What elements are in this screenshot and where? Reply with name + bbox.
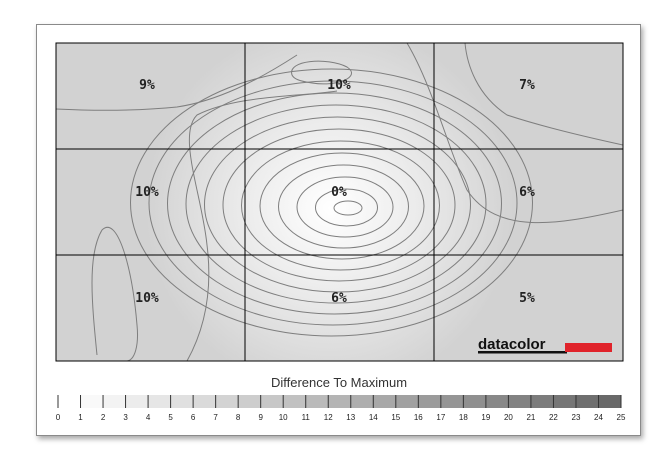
legend-tick-label: 23 — [572, 413, 581, 422]
brand-red-bar — [565, 343, 612, 352]
cell-value-label: 6% — [519, 185, 535, 200]
contour-ellipse — [130, 68, 533, 337]
contour-lines — [56, 43, 623, 361]
legend-tick-label: 20 — [504, 413, 513, 422]
contour-ellipse — [333, 200, 363, 216]
legend-swatch — [215, 395, 239, 408]
legend-swatch — [260, 395, 284, 408]
legend-tick-labels: 0 1 2 3 4 5 6 7 8 9 10 11 12 13 14 15 16 17 18 19 20 21 22 23 24… — [56, 413, 626, 422]
uniformity-chart: 9% 10% 7% 10% 0% 6% 10% 6% 5% datacolor Differen… — [55, 42, 626, 422]
contour-ellipse — [296, 176, 394, 238]
legend-tick-label: 2 — [101, 413, 106, 422]
legend-swatch — [598, 395, 621, 408]
cell-value-label: 7% — [519, 78, 535, 93]
legend-swatch — [508, 395, 531, 408]
legend-tick-label: 14 — [369, 413, 378, 422]
legend-tick-label: 17 — [436, 413, 445, 422]
legend-tick-label: 15 — [391, 413, 400, 422]
legend-swatch — [553, 395, 576, 408]
legend-tick-label: 1 — [78, 413, 83, 422]
contour-ellipse — [315, 188, 378, 227]
legend-tick-label: 24 — [594, 413, 603, 422]
contour-ellipse — [222, 128, 456, 282]
legend-swatch — [463, 395, 486, 408]
legend-tick-label: 3 — [123, 413, 128, 422]
cell-value-label: 10% — [135, 185, 159, 200]
legend-swatch — [125, 395, 149, 408]
legend-swatch — [283, 395, 306, 408]
contour-path — [464, 43, 623, 146]
legend-swatch — [305, 395, 329, 408]
legend-tick-label: 7 — [213, 413, 218, 422]
contour-path — [56, 54, 298, 111]
legend-swatch — [395, 395, 419, 408]
legend-tick-label: 6 — [191, 413, 196, 422]
cell-value-label: 0% — [331, 185, 347, 200]
contour-ellipse — [204, 116, 471, 293]
contour-path — [91, 227, 138, 361]
cell-value-label: 6% — [331, 291, 347, 306]
legend-swatch — [193, 395, 216, 408]
brand-bar — [478, 351, 567, 354]
legend-scale — [57, 395, 622, 408]
contour-ellipse — [259, 152, 425, 260]
chart-frame: 9% 10% 7% 10% 0% 6% 10% 6% 5% datacolor Differen… — [36, 24, 641, 436]
legend-tick-label: 21 — [526, 413, 535, 422]
cell-value-label: 5% — [519, 291, 535, 306]
zone-grid — [55, 42, 624, 362]
legend-tick-label: 19 — [481, 413, 490, 422]
contour-path — [186, 90, 338, 361]
contour-path — [406, 43, 623, 224]
contour-ellipse — [185, 104, 487, 304]
legend-title: Difference To Maximum — [271, 375, 407, 390]
contour-ellipse — [278, 164, 409, 249]
legend-tick-label: 8 — [236, 413, 241, 422]
datacolor-logo: datacolor — [478, 336, 612, 354]
contour-path — [291, 60, 353, 85]
legend-swatch — [485, 395, 509, 408]
contour-ellipse — [241, 140, 440, 271]
legend-tick-label: 13 — [346, 413, 355, 422]
legend-swatch — [58, 395, 81, 408]
legend-swatch — [418, 395, 441, 408]
legend-swatch — [238, 395, 261, 408]
legend-tick-label: 12 — [324, 413, 333, 422]
legend-tick-label: 11 — [302, 413, 311, 422]
legend-tick-label: 0 — [56, 413, 61, 422]
brand-text: datacolor — [478, 336, 546, 353]
legend-tick-label: 4 — [146, 413, 151, 422]
legend-swatch — [148, 395, 171, 408]
legend-swatch — [440, 395, 464, 408]
legend-swatch — [530, 395, 554, 408]
legend-tick-label: 9 — [258, 413, 263, 422]
cell-value-label: 10% — [135, 291, 159, 306]
legend-tick-label: 10 — [279, 413, 288, 422]
legend-tick-label: 22 — [549, 413, 558, 422]
legend-tick-label: 16 — [414, 413, 423, 422]
contour-ellipse — [167, 92, 502, 315]
grid-border — [55, 42, 624, 362]
legend-swatch — [103, 395, 126, 408]
legend-tick-label: 18 — [459, 413, 468, 422]
legend-swatch — [328, 395, 351, 408]
legend-swatch — [80, 395, 104, 408]
legend-swatch — [350, 395, 374, 408]
cell-labels: 9% 10% 7% 10% 0% 6% 10% 6% 5% — [135, 78, 535, 306]
legend-tick-label: 5 — [168, 413, 173, 422]
legend-swatch — [373, 395, 396, 408]
contour-ellipse — [148, 80, 518, 326]
legend-tick-label: 25 — [617, 413, 626, 422]
legend-swatch — [575, 395, 599, 408]
cell-value-label: 9% — [139, 78, 155, 93]
legend-swatch — [170, 395, 194, 408]
cell-value-label: 10% — [327, 78, 351, 93]
